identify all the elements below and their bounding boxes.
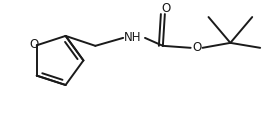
Text: O: O [161, 2, 171, 15]
Text: NH: NH [124, 31, 142, 44]
Text: O: O [193, 41, 202, 54]
Text: O: O [29, 38, 38, 51]
